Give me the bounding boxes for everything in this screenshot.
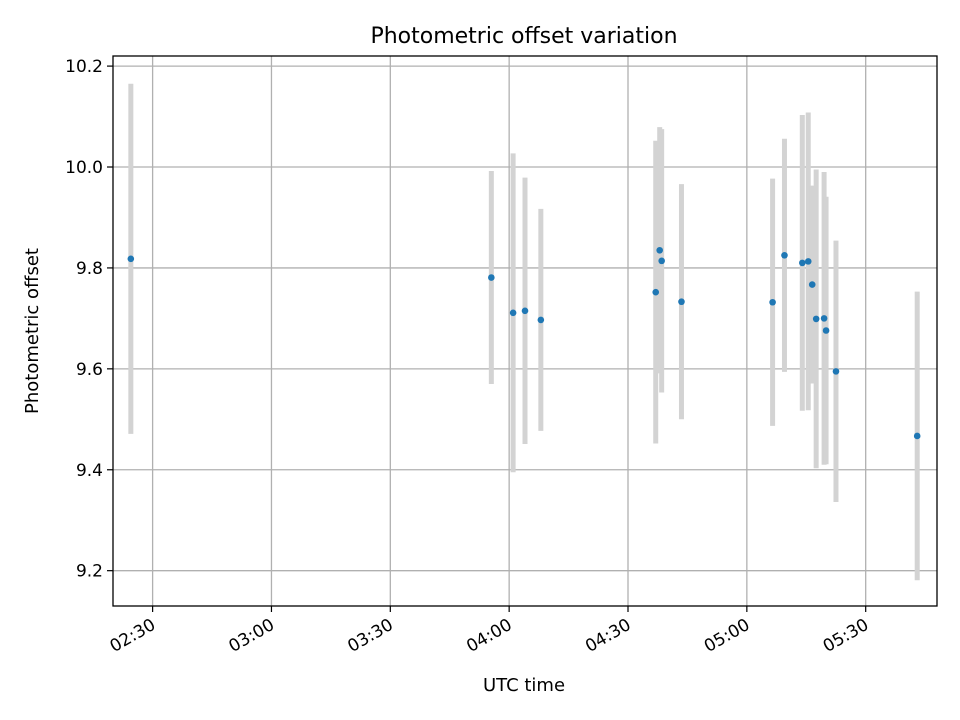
y-tick-label: 9.2 [76,562,103,582]
data-point [678,298,685,306]
data-point [509,309,517,317]
x-tick-label: 03:00 [226,615,278,657]
data-point [822,327,830,334]
y-tick-label: 9.6 [76,360,103,380]
data-point [799,259,806,267]
data-point [769,298,776,306]
x-axis-label: UTC time [483,675,565,696]
grid-layer [113,56,937,606]
data-point [820,315,828,322]
x-tick-label: 02:30 [107,615,159,657]
errorbar-layer [128,83,920,581]
data-point [781,252,788,259]
y-tick-label: 10.2 [65,57,103,77]
point-layer [127,246,921,440]
x-tick-label: 05:00 [701,615,753,657]
data-point [127,255,135,263]
data-point [656,246,663,254]
data-point [652,288,660,296]
y-tick-label: 9.8 [76,259,103,279]
data-point [537,316,545,324]
data-point [658,257,665,265]
chart-title: Photometric offset variation [370,24,677,49]
y-axis-label: Photometric offset [22,248,43,414]
tick-layer: 02:30 03:00 03:30 04:00 04:30 05:00 05:30 9.2 9.… [65,57,872,657]
data-point [812,315,820,323]
y-tick-label: 10.0 [65,158,103,178]
data-point [913,432,921,440]
data-point [488,274,495,281]
y-tick-label: 9.4 [76,461,103,481]
x-tick-label: 04:00 [463,615,515,657]
data-point [808,281,816,288]
plot-frame [112,55,938,607]
x-tick-label: 03:30 [344,615,396,657]
data-point [832,368,840,375]
x-tick-label: 04:30 [582,615,634,657]
x-tick-label: 05:30 [820,615,872,657]
data-point [804,258,812,265]
data-point [521,307,529,315]
